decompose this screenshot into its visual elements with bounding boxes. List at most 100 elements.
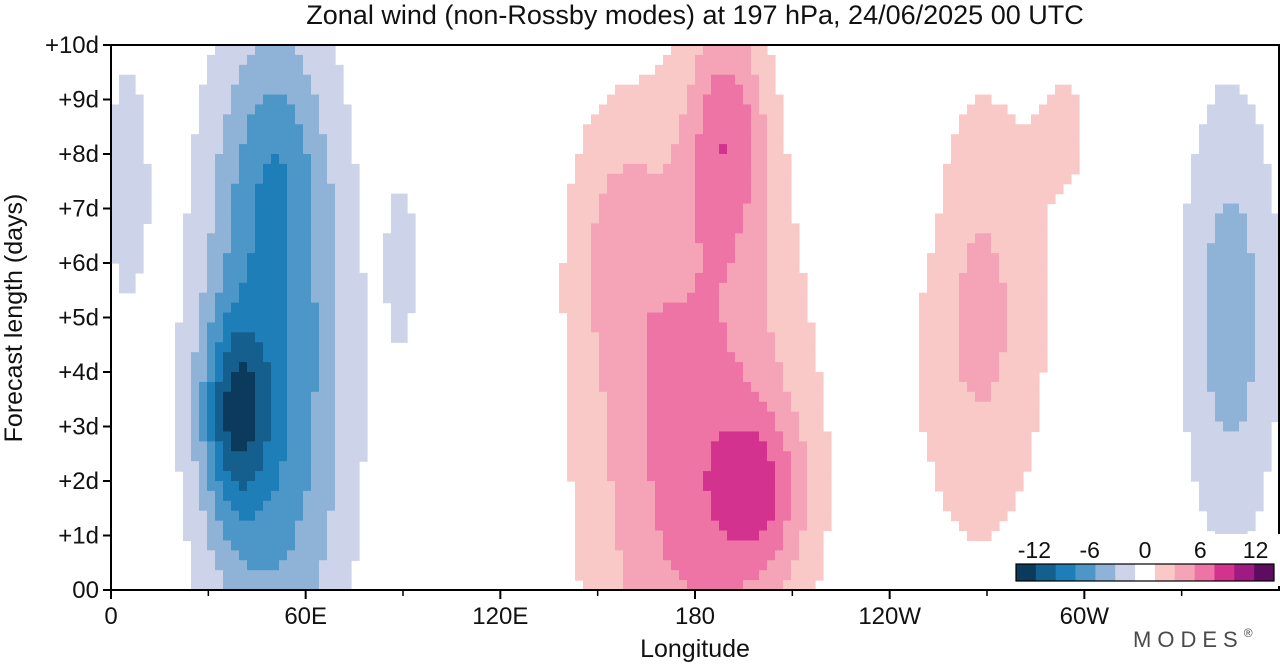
field-cell [783, 530, 792, 542]
field-cell [583, 570, 592, 581]
field-cell [1239, 173, 1248, 185]
field-cell [767, 580, 776, 591]
field-cell [359, 272, 368, 284]
field-cell [335, 74, 344, 86]
field-cell [687, 481, 696, 492]
field-cell [703, 84, 712, 96]
field-cell [1263, 183, 1272, 195]
field-cell [679, 272, 688, 284]
field-cell [607, 540, 616, 551]
field-cell [583, 322, 592, 333]
field-cell [999, 500, 1008, 512]
field-cell [231, 481, 240, 492]
field-cell [271, 94, 280, 106]
field-cell [639, 490, 648, 502]
field-cell [687, 114, 696, 125]
field-cell [247, 193, 256, 205]
field-cell [599, 510, 608, 522]
field-cell [207, 471, 216, 482]
field-cell [119, 74, 128, 86]
field-cell [791, 302, 800, 314]
field-cell [935, 431, 944, 442]
field-cell [615, 302, 624, 314]
field-cell [663, 560, 672, 571]
field-cell [343, 342, 352, 353]
field-cell [767, 362, 776, 373]
field-cell [119, 213, 128, 224]
field-cell [783, 243, 792, 254]
field-cell [311, 173, 320, 185]
field-cell [1215, 282, 1224, 294]
field-cell [1215, 263, 1224, 274]
field-cell [919, 391, 928, 403]
field-cell [255, 560, 264, 571]
field-cell [239, 540, 248, 551]
field-cell [327, 104, 336, 115]
field-cell [343, 530, 352, 542]
field-cell [1047, 124, 1056, 135]
field-cell [1215, 322, 1224, 333]
field-cell [783, 183, 792, 195]
field-cell [719, 441, 728, 452]
field-cell [295, 282, 304, 294]
field-cell [615, 134, 624, 145]
field-cell [623, 490, 632, 502]
field-cell [359, 322, 368, 333]
field-cell [631, 243, 640, 254]
field-cell [695, 292, 704, 304]
field-cell [727, 144, 736, 155]
field-cell [575, 520, 584, 532]
field-cell [743, 342, 752, 353]
field-cell [703, 391, 712, 403]
field-cell [303, 451, 312, 462]
field-cell [743, 54, 752, 66]
field-cell [575, 272, 584, 284]
field-cell [735, 401, 744, 413]
field-cell [239, 550, 248, 561]
field-cell [111, 183, 120, 195]
field-cell [343, 173, 352, 185]
field-cell [343, 570, 352, 581]
field-cell [207, 302, 216, 314]
field-cell [767, 302, 776, 314]
field-cell [255, 431, 264, 442]
field-cell [959, 282, 968, 294]
field-cell [591, 173, 600, 185]
field-cell [743, 94, 752, 106]
field-cell [303, 173, 312, 185]
field-cell [1183, 411, 1192, 423]
field-cell [295, 421, 304, 433]
field-cell [983, 213, 992, 224]
field-cell [335, 490, 344, 502]
field-cell [1023, 193, 1032, 205]
field-cell [319, 272, 328, 284]
field-cell [311, 104, 320, 115]
field-cell [687, 134, 696, 145]
field-cell [967, 481, 976, 492]
field-cell [1015, 163, 1024, 175]
field-cell [1263, 461, 1272, 472]
field-cell [319, 342, 328, 353]
field-cell [255, 471, 264, 482]
field-cell [199, 183, 208, 195]
field-cell [567, 322, 576, 333]
field-cell [1015, 203, 1024, 215]
field-cell [1263, 312, 1272, 324]
field-cell [759, 530, 768, 542]
field-cell [583, 134, 592, 145]
field-cell [1215, 411, 1224, 423]
field-cell [647, 193, 656, 205]
field-cell [959, 362, 968, 373]
field-cell [687, 490, 696, 502]
field-cell [1255, 332, 1264, 343]
field-cell [295, 520, 304, 532]
field-cell [231, 163, 240, 175]
field-cell [695, 391, 704, 403]
field-cell [575, 193, 584, 205]
field-cell [703, 243, 712, 254]
field-cell [335, 94, 344, 106]
field-cell [767, 481, 776, 492]
field-cell [1199, 312, 1208, 324]
field-cell [767, 332, 776, 343]
field-cell [647, 272, 656, 284]
